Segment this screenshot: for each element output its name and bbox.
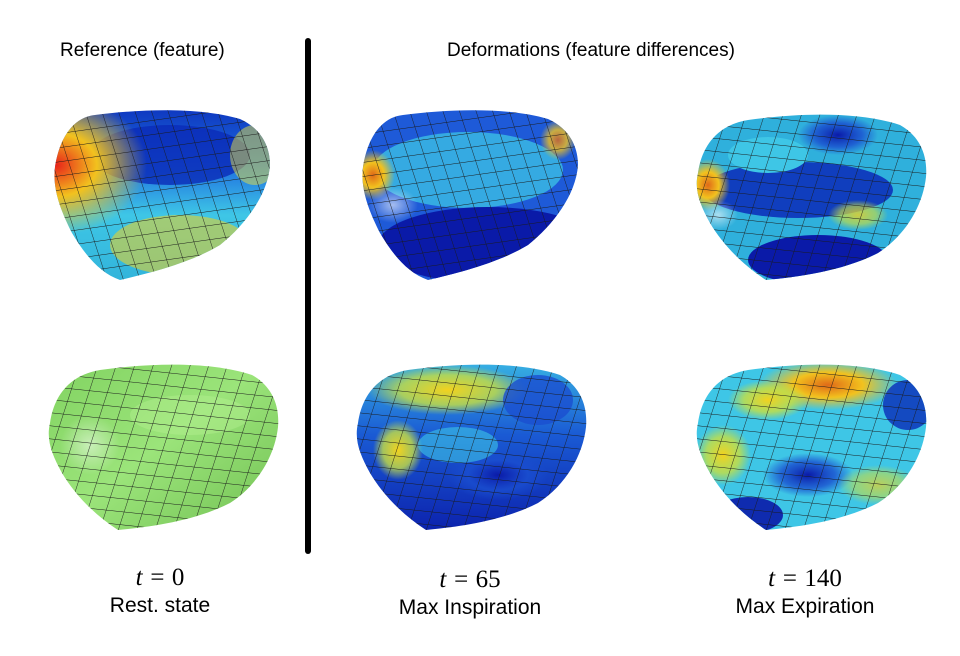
reference-heading: Reference (feature) <box>60 40 225 61</box>
time-label-inspiration: t = 65 <box>439 566 501 593</box>
deformations-heading: Deformations (feature differences) <box>447 40 735 61</box>
caption-expiration: t = 140 Max Expiration <box>705 564 905 620</box>
expiration-feature-diff-mesh <box>678 95 948 295</box>
time-label-rest: t = 0 <box>135 564 185 591</box>
state-label-expiration: Max Expiration <box>735 595 875 618</box>
expiration-deformation-mesh <box>678 345 948 545</box>
reference-feature-mesh <box>30 95 290 295</box>
state-label-rest: Rest. state <box>109 594 211 617</box>
caption-inspiration: t = 65 Max Inspiration <box>370 565 570 621</box>
caption-rest: t = 0 Rest. state <box>60 563 260 619</box>
rest-state-mesh <box>30 345 290 545</box>
column-divider <box>305 38 311 554</box>
inspiration-deformation-mesh <box>338 345 598 545</box>
time-label-expiration: t = 140 <box>768 565 842 592</box>
inspiration-feature-diff-mesh <box>338 95 598 295</box>
state-label-inspiration: Max Inspiration <box>398 596 542 619</box>
